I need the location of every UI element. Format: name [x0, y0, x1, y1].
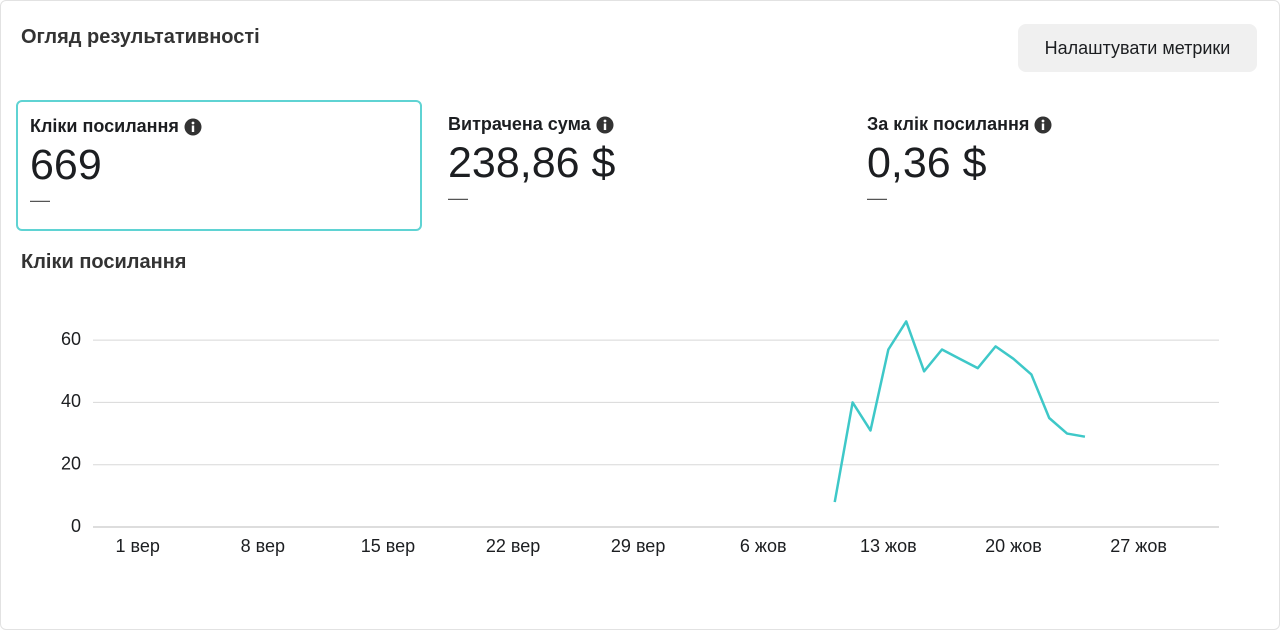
metric-card[interactable]: Кліки посилання 669 –– [16, 100, 422, 231]
y-tick-label: 20 [61, 453, 81, 473]
metric-change: –– [30, 190, 51, 210]
y-tick-label: 60 [61, 329, 81, 349]
data-line [833, 320, 1086, 503]
x-tick-label: 6 жов [740, 536, 787, 556]
info-icon[interactable] [1034, 116, 1052, 134]
metric-change: –– [448, 188, 469, 208]
panel-title: Огляд результативності [21, 26, 260, 48]
chart-title: Кліки посилання [21, 251, 187, 273]
x-tick-label: 1 вер [115, 536, 159, 556]
x-tick-label: 8 вер [241, 536, 285, 556]
x-tick-label: 29 вер [611, 536, 665, 556]
metric-label-row: Витрачена сума [448, 114, 830, 135]
x-tick-label: 20 жов [985, 536, 1042, 556]
metric-card: За клік посилання 0,36 $ –– [855, 100, 1261, 231]
y-tick-label: 0 [71, 516, 81, 536]
x-tick-label: 27 жов [1110, 536, 1167, 556]
metric-label-row: Кліки посилання [30, 116, 408, 137]
metric-change: –– [867, 188, 888, 208]
y-tick-label: 40 [61, 391, 81, 411]
metric-value: 238,86 $ [448, 139, 616, 187]
metric-label-row: За клік посилання [867, 114, 1249, 135]
x-tick-label: 13 жов [860, 536, 917, 556]
x-tick-label: 15 вер [361, 536, 415, 556]
metric-label: Кліки посилання [30, 116, 179, 136]
metric-card: Витрачена сума 238,86 $ –– [436, 100, 842, 231]
x-tick-label: 22 вер [486, 536, 540, 556]
info-icon[interactable] [184, 118, 202, 136]
customize-metrics-button[interactable]: Налаштувати метрики [1018, 24, 1257, 72]
metric-label: За клік посилання [867, 114, 1030, 134]
info-icon[interactable] [596, 116, 614, 134]
metric-label: Витрачена сума [448, 114, 591, 134]
metric-value: 669 [30, 141, 102, 189]
metric-value: 0,36 $ [867, 139, 987, 187]
